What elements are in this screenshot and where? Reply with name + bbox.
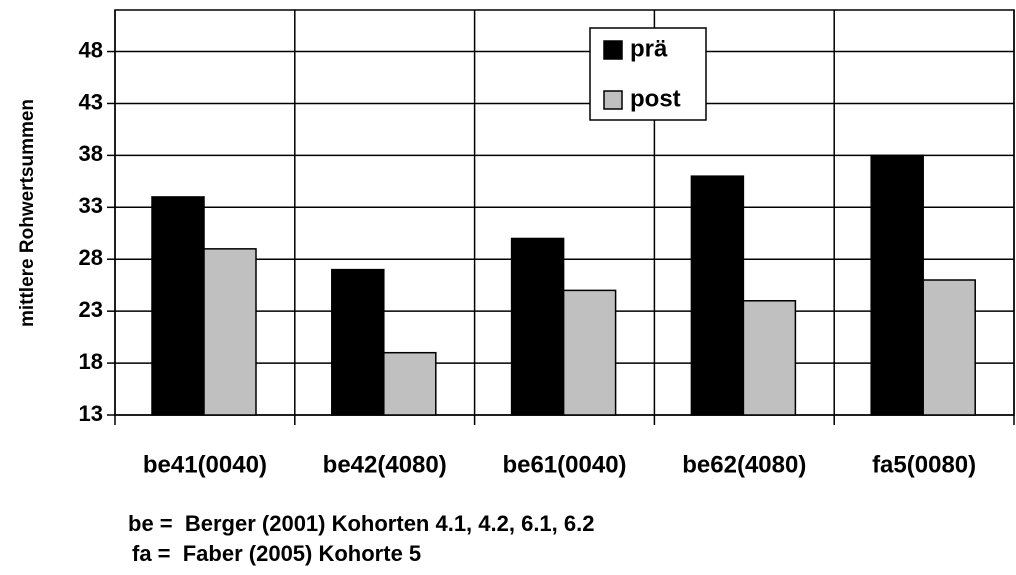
x-tick-label: be62(4080) [682,451,806,478]
legend-label: post [630,85,681,112]
bar [331,268,385,416]
bar [510,237,565,416]
y-axis-label: mittlere Rohwertsummen [17,99,38,327]
bar [151,196,205,416]
bar [562,289,617,416]
bar [203,248,257,416]
legend-swatch [603,90,623,110]
y-tick-label: 18 [79,349,103,374]
bar [922,279,976,416]
x-tick-label: be42(4080) [323,451,447,478]
x-tick-label: be41(0040) [143,451,267,478]
y-tick-label: 13 [79,401,103,426]
y-tick-label: 43 [79,89,103,114]
bar [742,300,797,416]
y-tick-label: 28 [79,245,103,270]
legend-swatch [603,40,623,60]
y-tick-label: 33 [79,193,103,218]
bar [690,175,745,416]
x-tick-label: be61(0040) [502,451,626,478]
x-tick-label: fa5(0080) [872,451,976,478]
y-tick-label: 38 [79,141,103,166]
footnote: be = Berger (2001) Kohorten 4.1, 4.2, 6.… [128,511,594,536]
bar [870,154,924,416]
y-tick-label: 48 [79,37,103,62]
legend-label: prä [630,35,668,62]
bar [383,351,437,416]
y-tick-label: 23 [79,297,103,322]
footnote: fa = Faber (2005) Kohorte 5 [132,541,421,566]
